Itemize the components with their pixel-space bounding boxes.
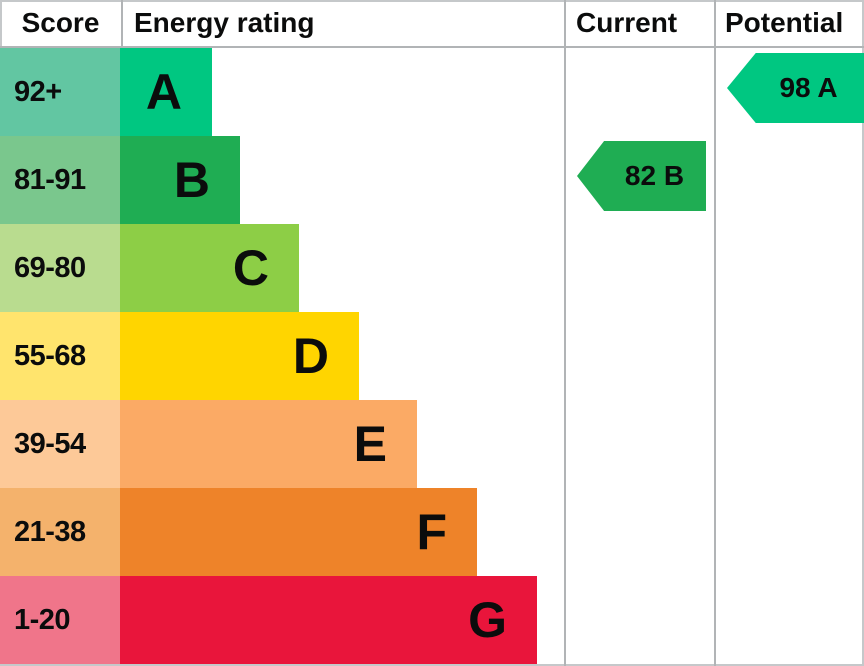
band-e-score-range: 39-54: [14, 427, 86, 460]
current-rating-arrow: 82 B: [577, 141, 706, 211]
band-a-bar: A: [120, 48, 212, 136]
band-b-bar: B: [120, 136, 240, 224]
band-c-bar: C: [120, 224, 299, 312]
band-g-letter: G: [468, 592, 507, 648]
band-g-score-cell: 1-20: [0, 576, 120, 664]
current-column-divider: [564, 0, 566, 666]
chart-border-bottom: [0, 664, 864, 666]
band-d-score-range: 55-68: [14, 339, 86, 372]
band-b-score-cell: 81-91: [0, 136, 120, 224]
band-row-a: 92+ A: [0, 48, 864, 136]
band-e-score-cell: 39-54: [0, 400, 120, 488]
chart-border-right: [862, 0, 864, 666]
band-row-b: 81-91 B: [0, 136, 864, 224]
band-f-score-range: 21-38: [14, 515, 86, 548]
band-c-score-cell: 69-80: [0, 224, 120, 312]
energy-rating-column-header: Energy rating: [134, 7, 315, 38]
band-b-letter: B: [173, 152, 210, 208]
band-row-f: 21-38 F: [0, 488, 864, 576]
band-e-letter: E: [353, 416, 387, 472]
band-d-bar: D: [120, 312, 359, 400]
band-g-bar: G: [120, 576, 537, 664]
potential-column-header: Potential: [725, 7, 844, 38]
band-f-letter: F: [416, 504, 447, 560]
band-c-score-range: 69-80: [14, 251, 86, 284]
band-row-e: 39-54 E: [0, 400, 864, 488]
band-e-bar: E: [120, 400, 417, 488]
potential-rating-label: 98 A: [779, 72, 838, 103]
potential-column-divider: [714, 0, 716, 666]
band-a-letter: A: [145, 64, 182, 120]
band-rows: 92+ A 81-91 B 69-80 C 55-68: [0, 48, 864, 664]
band-g-score-range: 1-20: [14, 603, 71, 636]
band-d-letter: D: [292, 328, 329, 384]
band-a-score-range: 92+: [14, 75, 62, 108]
band-c-letter: C: [232, 240, 269, 296]
potential-rating-arrow: 98 A: [727, 53, 864, 123]
band-d-score-cell: 55-68: [0, 312, 120, 400]
band-row-c: 69-80 C: [0, 224, 864, 312]
chart-border-top: [0, 0, 864, 2]
score-column-header: Score: [21, 7, 100, 38]
band-row-g: 1-20 G: [0, 576, 864, 664]
band-row-d: 55-68 D: [0, 312, 864, 400]
band-b-score-range: 81-91: [14, 163, 86, 196]
current-column-header: Current: [576, 7, 678, 38]
band-f-bar: F: [120, 488, 477, 576]
header-divider: [0, 46, 864, 48]
current-rating-label: 82 B: [624, 160, 685, 191]
band-f-score-cell: 21-38: [0, 488, 120, 576]
band-a-score-cell: 92+: [0, 48, 120, 136]
score-column-divider: [121, 0, 123, 47]
